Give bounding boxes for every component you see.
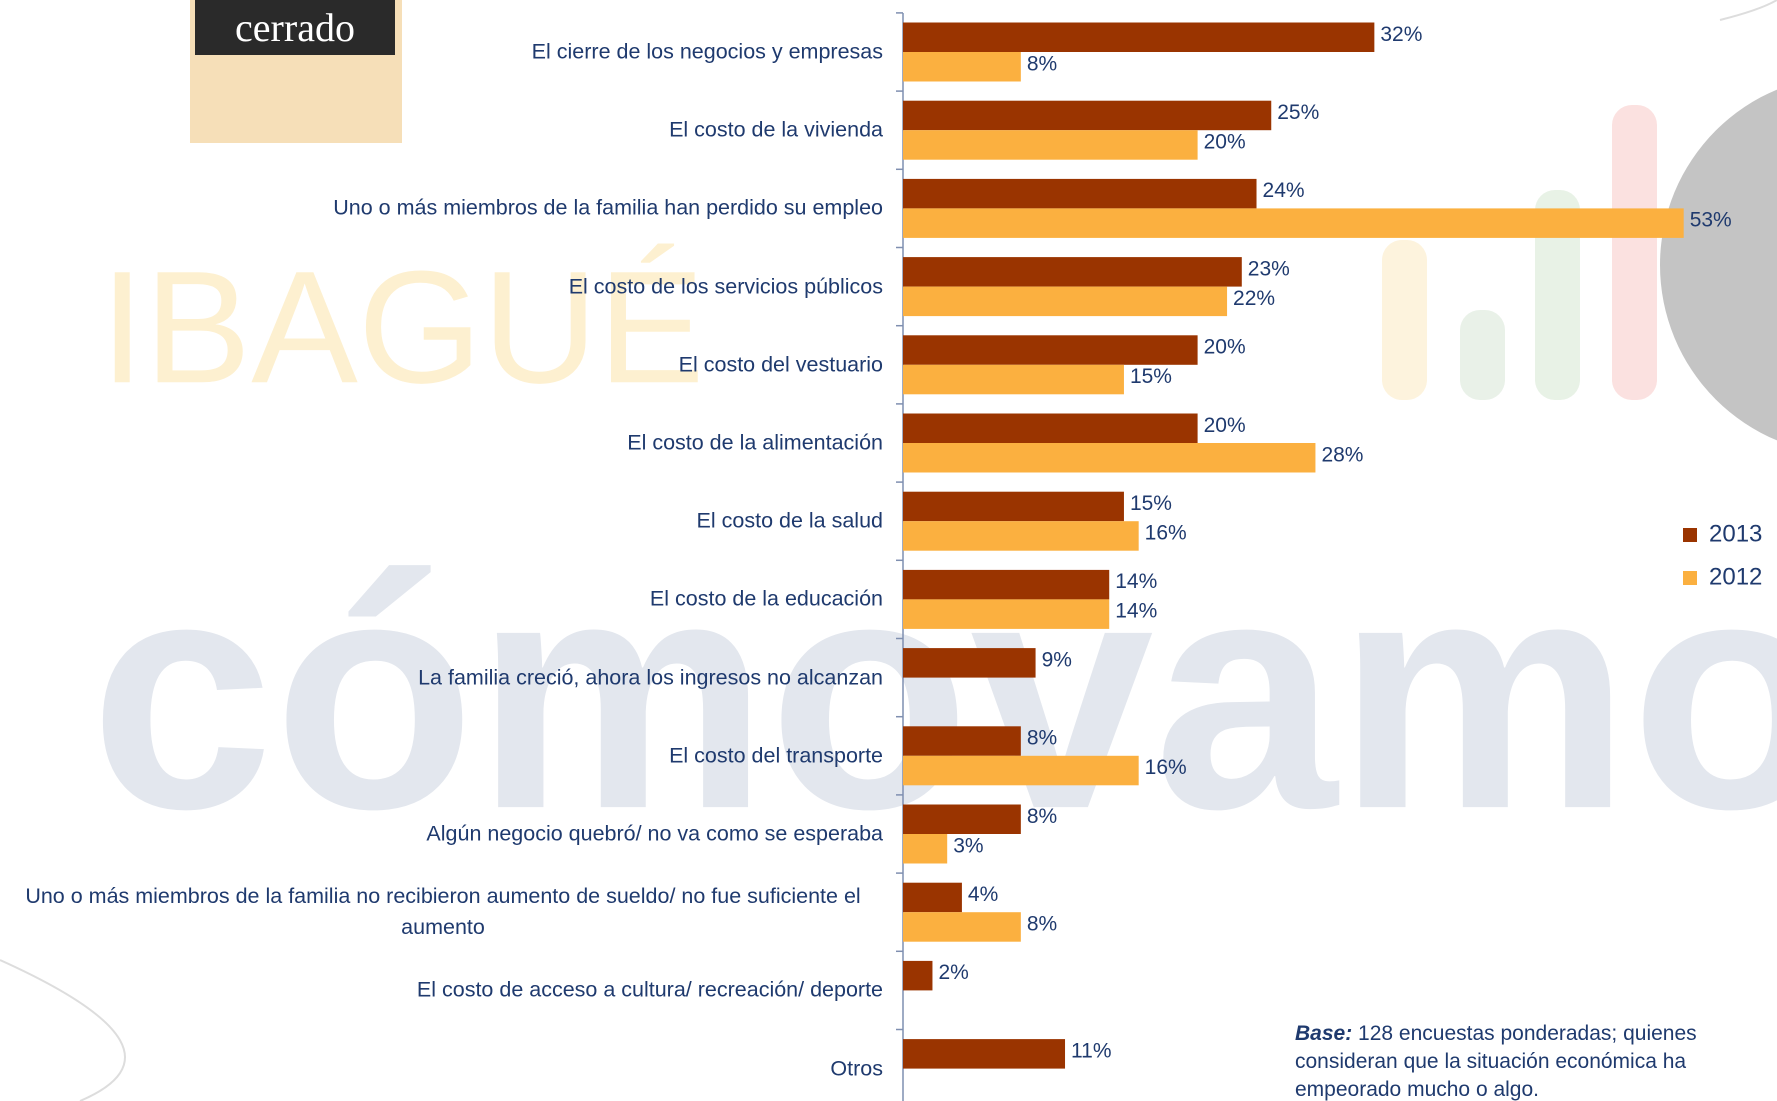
bar [903, 521, 1139, 551]
legend-swatch [1683, 528, 1697, 542]
bar [903, 1039, 1066, 1069]
note-text: 128 encuestas ponderadas; quienes consid… [1295, 1022, 1697, 1101]
bar [903, 257, 1242, 287]
value-label: 3% [953, 834, 983, 857]
watermark-city: IBAGUÉ [100, 237, 705, 416]
value-label: 9% [1042, 648, 1072, 671]
sign-text: cerrado [235, 5, 355, 50]
value-label: 23% [1248, 257, 1290, 280]
value-label: 53% [1690, 209, 1732, 232]
category-label: El costo de la alimentación [627, 430, 883, 455]
value-label: 16% [1145, 521, 1187, 544]
value-label: 11% [1071, 1039, 1111, 1062]
category-label: El costo de la educación [649, 586, 883, 611]
value-label: 14% [1115, 570, 1157, 593]
bar [903, 22, 1375, 52]
bar [903, 912, 1021, 942]
category-label: El costo del vestuario [678, 352, 883, 377]
value-label: 22% [1233, 287, 1275, 310]
category-label: El costo de la salud [696, 508, 883, 533]
value-label: 15% [1130, 365, 1172, 388]
value-label: 24% [1263, 179, 1305, 202]
category-label: Uno o más miembros de la familia han per… [333, 195, 883, 220]
bar [903, 100, 1272, 131]
bar [903, 491, 1124, 522]
category-label: El cierre de los negocios y empresas [531, 39, 883, 64]
value-label: 8% [1027, 727, 1057, 750]
bar [903, 52, 1021, 82]
value-label: 8% [1027, 805, 1057, 828]
bar [903, 178, 1257, 209]
note: Base: 128 encuestas ponderadas; quienes … [1295, 1020, 1765, 1101]
gray-circle [1660, 89, 1777, 441]
category-label: El costo de la vivienda [669, 117, 883, 142]
value-label: 8% [1027, 912, 1057, 935]
bar [903, 413, 1198, 443]
value-label: 2% [938, 961, 968, 984]
value-label: 14% [1115, 600, 1157, 623]
value-label: 15% [1130, 492, 1172, 515]
category-label: La familia creció, ahora los ingresos no… [418, 665, 883, 690]
value-label: 25% [1277, 101, 1319, 124]
bar [903, 130, 1198, 160]
note-label: Base: [1295, 1022, 1353, 1045]
bar [903, 569, 1110, 600]
bar [903, 364, 1124, 395]
category-label: Otros [830, 1056, 883, 1081]
category-label: Uno o más miembros de la familia no reci… [25, 884, 861, 940]
value-label: 28% [1321, 443, 1363, 466]
value-label: 32% [1380, 23, 1422, 46]
value-label: 4% [968, 883, 998, 906]
bar [903, 599, 1110, 629]
value-label: 8% [1027, 52, 1057, 75]
value-label: 20% [1204, 336, 1246, 359]
category-label: El costo de los servicios públicos [568, 274, 883, 299]
legend-swatch [1683, 571, 1697, 585]
legend-label: 2012 [1709, 563, 1762, 590]
category-label: Algún negocio quebró/ no va como se espe… [426, 821, 883, 846]
bar [903, 882, 962, 913]
bar [903, 726, 1021, 756]
bar [903, 960, 933, 991]
bar [903, 804, 1021, 834]
bar [903, 755, 1139, 786]
category-label: El costo de acceso a cultura/ recreación… [416, 977, 883, 1002]
value-label: 20% [1204, 414, 1246, 437]
value-label: 16% [1145, 756, 1187, 779]
bar [903, 443, 1316, 473]
bar [903, 834, 948, 864]
bar [903, 648, 1036, 678]
bar [903, 286, 1228, 317]
value-label: 20% [1204, 130, 1246, 153]
bar [903, 208, 1684, 238]
category-label: El costo del transporte [669, 743, 883, 768]
bar [903, 335, 1198, 365]
legend-label: 2013 [1709, 520, 1762, 547]
